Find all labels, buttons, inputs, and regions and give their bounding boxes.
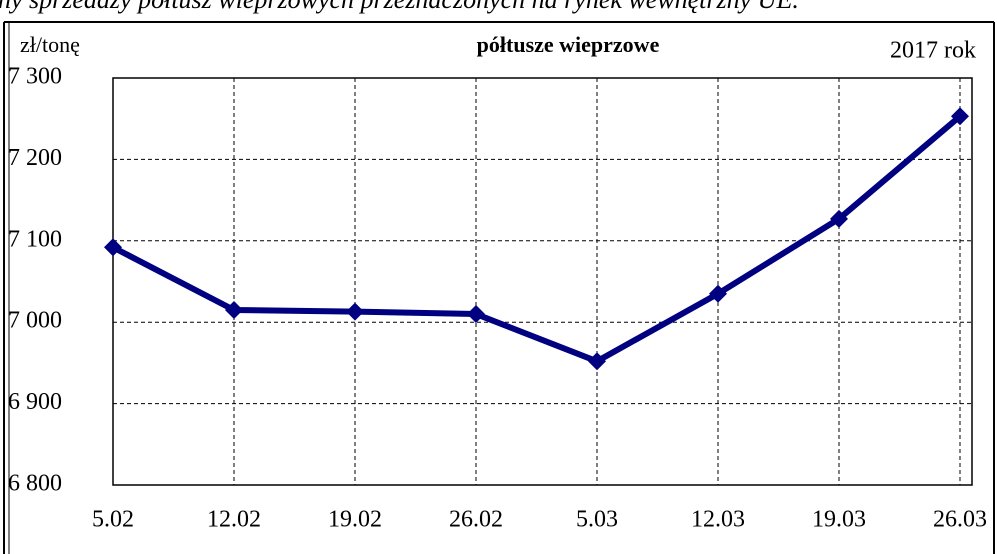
marker bbox=[951, 107, 969, 126]
y-tick-label: 7 300 bbox=[8, 64, 62, 90]
x-tick-label: 12.03 bbox=[691, 507, 745, 533]
marker bbox=[467, 305, 485, 324]
caption: ny sprzedaży półtusz wieprzowych przezna… bbox=[0, 0, 799, 14]
y-tick-label: 7 100 bbox=[8, 226, 62, 252]
x-tick-label: 19.03 bbox=[812, 507, 866, 533]
marker bbox=[104, 238, 122, 257]
x-tick-label: 12.02 bbox=[207, 507, 261, 533]
x-tick-label: 26.02 bbox=[449, 507, 503, 533]
y-tick-label: 6 800 bbox=[8, 471, 62, 497]
x-tick-label: 19.02 bbox=[328, 507, 382, 533]
marker bbox=[225, 300, 243, 319]
y-tick-label: 6 900 bbox=[8, 389, 62, 415]
plot-area bbox=[112, 77, 973, 486]
chart-title: półtusze wieprzowe bbox=[477, 32, 660, 57]
marker bbox=[709, 284, 727, 303]
y-tick-label: 7 000 bbox=[8, 308, 62, 334]
x-tick-label: 26.03 bbox=[933, 507, 987, 533]
x-tick-label: 5.03 bbox=[576, 507, 618, 533]
y-axis-label: zł/tonę bbox=[20, 32, 80, 57]
x-tick-label: 5.02 bbox=[92, 507, 134, 533]
chart-subtitle: 2017 rok bbox=[890, 38, 976, 64]
y-tick-label: 7 200 bbox=[8, 145, 62, 171]
marker bbox=[830, 209, 848, 228]
line bbox=[111, 113, 962, 365]
marker bbox=[346, 302, 364, 321]
marker bbox=[588, 352, 606, 371]
